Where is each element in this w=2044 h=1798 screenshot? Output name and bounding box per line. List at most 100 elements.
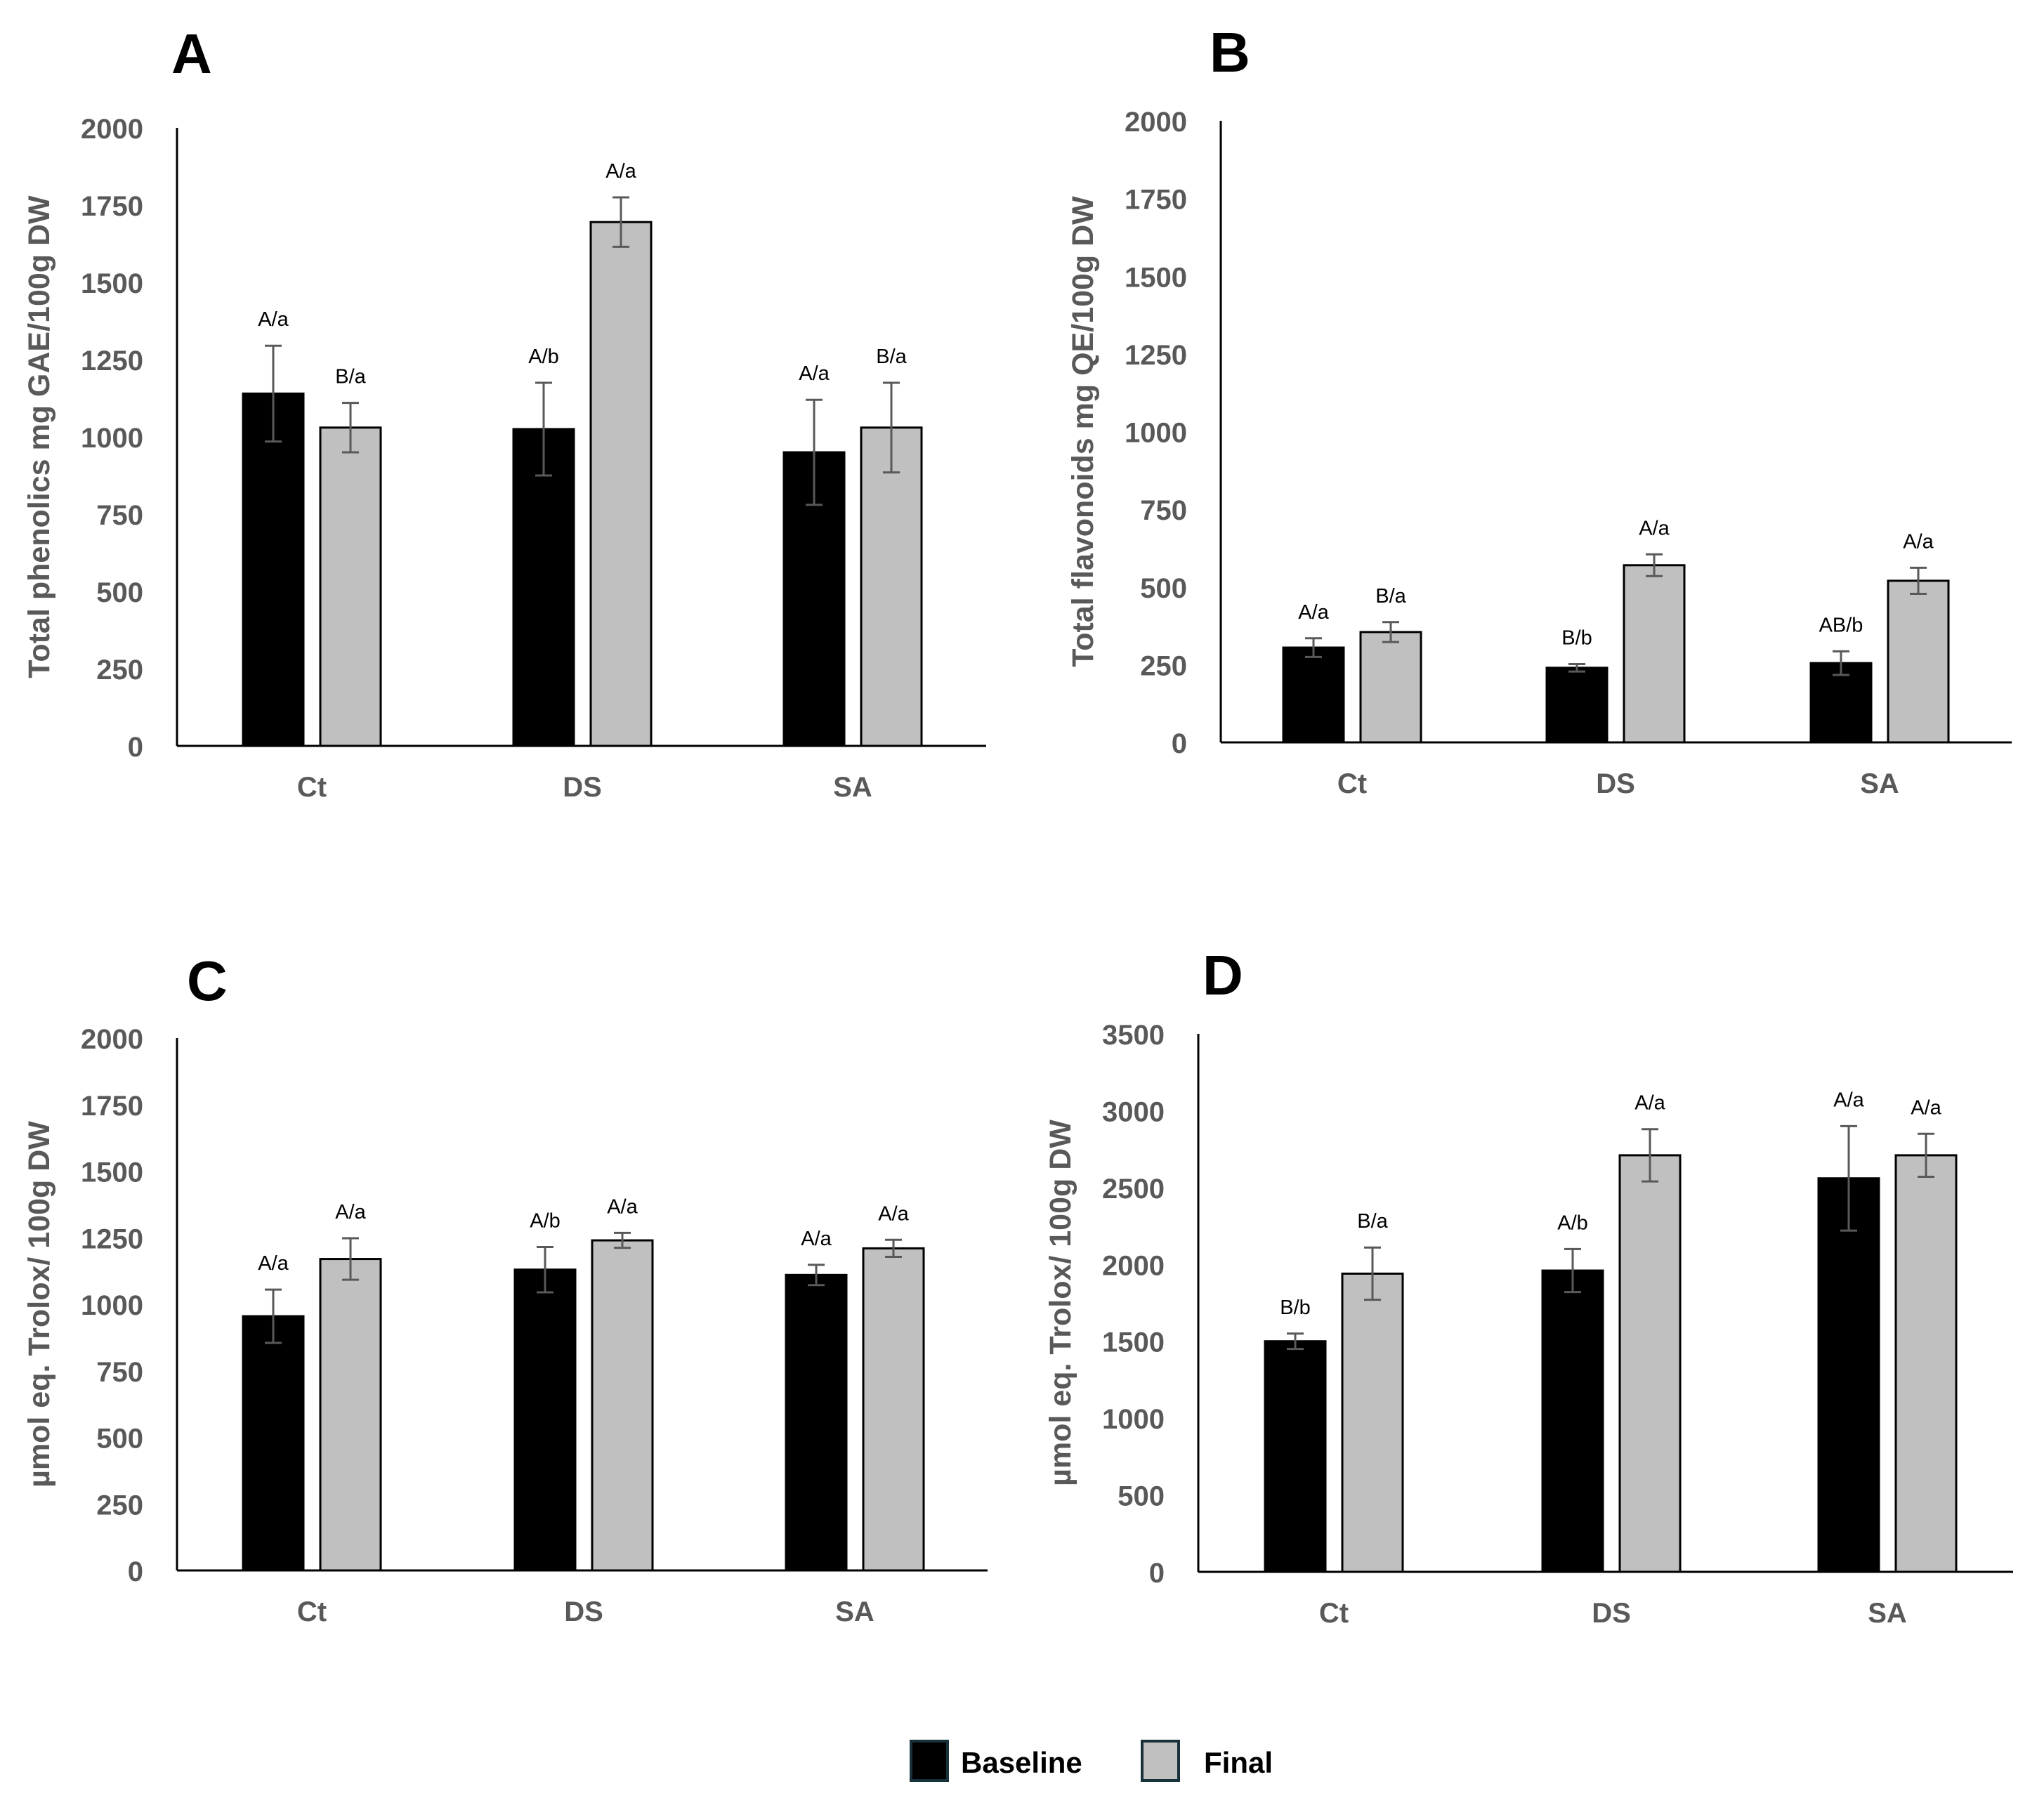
significance-label: A/a [878, 1202, 909, 1225]
panel-a: A 0 250 500 750 1000 1250 1500 1750 2000 Total phe… [22, 22, 986, 803]
panel-letter: C [187, 950, 228, 1012]
significance-label: A/a [605, 160, 636, 183]
bar-final [1887, 579, 1950, 744]
bar-final [589, 221, 653, 747]
y-tick-label: 500 [96, 1424, 143, 1455]
x-category-label: DS [1596, 768, 1635, 799]
x-category-label: SA [1860, 768, 1899, 799]
panel-letter: A [171, 22, 212, 85]
legend-swatch-final [1141, 1740, 1180, 1782]
significance-label: A/a [801, 1228, 832, 1250]
x-category-label: SA [833, 772, 872, 803]
bar-baseline [513, 1268, 577, 1572]
bar-final [1341, 1272, 1404, 1573]
y-tick-label: 500 [1118, 1481, 1165, 1512]
bar-baseline [1817, 1177, 1880, 1573]
y-tick-label: 250 [96, 655, 143, 685]
significance-label: A/a [258, 308, 289, 331]
significance-label: B/a [1375, 585, 1406, 608]
panel-d: D 0 500 1000 1500 2000 2500 3000 3500 µmol eq. Tr… [1044, 944, 2013, 1629]
x-category-label: Ct [1319, 1598, 1349, 1629]
significance-label: A/a [607, 1195, 638, 1218]
significance-label: B/a [1357, 1210, 1388, 1233]
bar-baseline [1809, 662, 1873, 744]
bar-baseline [512, 428, 575, 747]
bar-baseline [242, 392, 305, 747]
legend: Baseline Final [910, 1740, 1273, 1782]
bar-final [862, 1247, 925, 1572]
panel-b: B 0 250 500 750 1000 1250 1500 1750 2000 Total fla… [1066, 21, 2012, 799]
y-tick-label: 0 [128, 1556, 143, 1587]
y-tick-label: 1500 [1125, 262, 1187, 293]
y-tick-label: 1250 [1125, 340, 1187, 371]
y-tick-label: 1750 [81, 191, 143, 222]
significance-label: A/a [1639, 517, 1670, 539]
legend-label-final: Final [1204, 1746, 1273, 1779]
bar-final [1618, 1154, 1682, 1573]
significance-label: AB/b [1819, 614, 1863, 636]
bar-baseline [1541, 1269, 1604, 1573]
x-category-label: SA [835, 1596, 874, 1627]
significance-label: A/a [258, 1252, 289, 1275]
x-category-label: DS [563, 772, 602, 803]
bar-final [860, 426, 923, 747]
y-tick-label: 1000 [1125, 418, 1187, 449]
x-category-label: Ct [297, 772, 327, 803]
panel-letter: B [1210, 21, 1250, 84]
bar-final [1623, 564, 1686, 744]
y-tick-label: 1500 [1102, 1327, 1165, 1358]
y-tick-label: 750 [96, 500, 143, 531]
y-tick-label: 1750 [81, 1091, 143, 1122]
y-tick-label: 0 [128, 732, 143, 763]
x-category-label: DS [1592, 1598, 1631, 1629]
bar-final [1359, 631, 1422, 744]
bar-baseline [1264, 1340, 1327, 1573]
significance-label: A/a [1298, 601, 1329, 624]
y-tick-label: 500 [96, 577, 143, 608]
bar-final [1894, 1154, 1958, 1573]
y-tick-label: 250 [96, 1490, 143, 1521]
significance-label: A/b [530, 1210, 561, 1233]
y-tick-label: 3000 [1102, 1096, 1165, 1127]
significance-label: A/a [1911, 1096, 1941, 1119]
significance-label: A/b [1557, 1212, 1588, 1234]
panel-c: C 0 250 500 750 1000 1250 1500 1750 2000 µmol eq. … [22, 950, 988, 1627]
y-tick-label: 1500 [81, 268, 143, 299]
y-tick-label: 0 [1149, 1558, 1165, 1589]
significance-label: A/b [528, 346, 559, 368]
y-tick-label: 1000 [81, 1290, 143, 1321]
significance-label: B/a [876, 346, 907, 368]
y-tick-label: 750 [1140, 495, 1187, 526]
y-axis-title: µmol eq. Trolox/ 100g DW [1044, 1120, 1077, 1486]
y-tick-label: 2000 [81, 1024, 143, 1055]
y-axis-title: µmol eq. Trolox/ 100g DW [22, 1121, 56, 1488]
y-tick-label: 250 [1140, 650, 1187, 681]
y-tick-label: 2000 [1125, 107, 1187, 138]
y-tick-label: 0 [1172, 728, 1187, 759]
x-category-label: DS [564, 1596, 603, 1627]
significance-label: B/b [1561, 626, 1592, 649]
significance-label: A/a [799, 362, 830, 385]
y-tick-label: 1000 [81, 423, 143, 454]
significance-label: A/a [1833, 1089, 1864, 1111]
significance-label: A/a [335, 1201, 366, 1223]
bar-final [319, 426, 382, 747]
bar-baseline [1545, 667, 1609, 744]
y-tick-label: 2000 [1102, 1250, 1165, 1281]
significance-label: A/a [1903, 530, 1934, 553]
y-tick-label: 1500 [81, 1157, 143, 1188]
bar-baseline [1282, 646, 1345, 744]
bar-baseline [785, 1273, 848, 1572]
x-category-label: Ct [1337, 768, 1367, 799]
bar-final [591, 1239, 654, 1572]
y-tick-label: 1250 [81, 346, 143, 376]
y-tick-label: 500 [1140, 573, 1187, 604]
x-category-label: Ct [297, 1596, 327, 1627]
y-tick-label: 750 [96, 1357, 143, 1388]
bar-baseline [242, 1315, 305, 1572]
significance-label: B/b [1280, 1297, 1311, 1319]
y-axis-title: Total flavonoids mg QE/100g DW [1066, 196, 1100, 667]
y-tick-label: 2000 [81, 114, 143, 145]
legend-swatch-baseline [910, 1740, 949, 1782]
